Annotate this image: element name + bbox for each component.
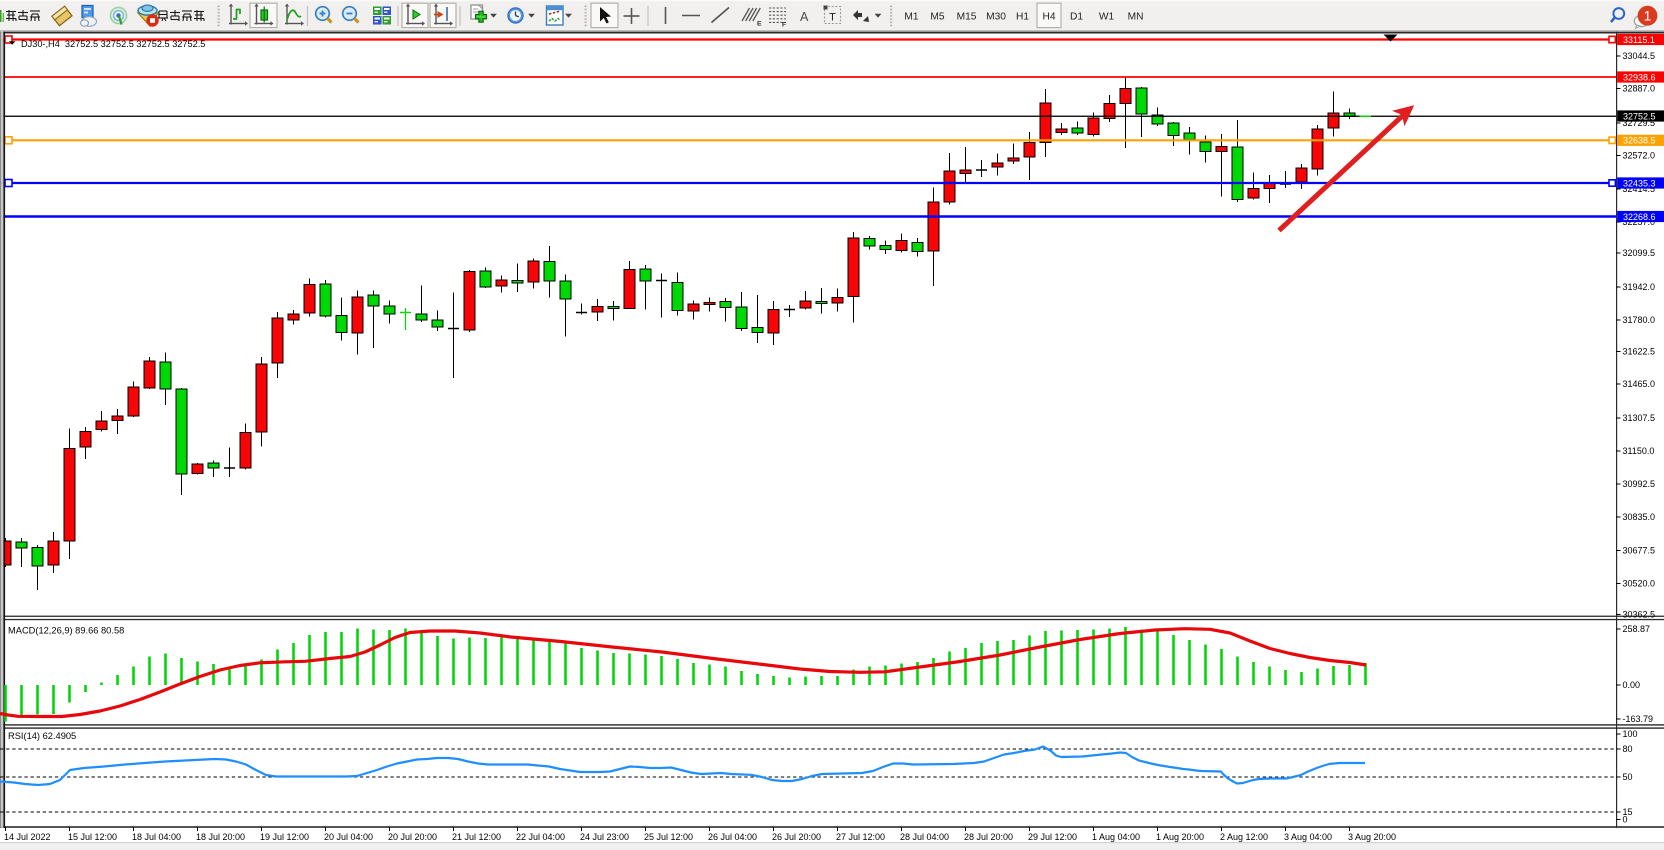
svg-text:50: 50: [1623, 772, 1633, 782]
svg-text:20 Jul 04:00: 20 Jul 04:00: [324, 832, 373, 842]
svg-text:2 Aug 12:00: 2 Aug 12:00: [1220, 832, 1268, 842]
svg-text:D1: D1: [1070, 11, 1083, 22]
svg-text:E: E: [757, 21, 762, 28]
svg-text:32268.6: 32268.6: [1623, 212, 1656, 222]
svg-text:32572.0: 32572.0: [1623, 151, 1656, 161]
svg-text:H1: H1: [1016, 11, 1029, 22]
svg-text:31622.5: 31622.5: [1623, 347, 1656, 357]
svg-text:30520.0: 30520.0: [1623, 579, 1656, 589]
svg-text:W1: W1: [1099, 11, 1115, 22]
svg-text:0: 0: [1623, 815, 1628, 825]
svg-text:15: 15: [1623, 807, 1633, 817]
svg-text:30992.5: 30992.5: [1623, 479, 1656, 489]
svg-text:29 Jul 12:00: 29 Jul 12:00: [1028, 832, 1077, 842]
svg-text:32099.5: 32099.5: [1623, 248, 1656, 258]
svg-text:31465.0: 31465.0: [1623, 379, 1656, 389]
svg-text:100: 100: [1623, 729, 1638, 739]
svg-text:18 Jul 04:00: 18 Jul 04:00: [132, 832, 181, 842]
svg-text:3 Aug 04:00: 3 Aug 04:00: [1284, 832, 1332, 842]
svg-text:0.00: 0.00: [1623, 680, 1641, 690]
svg-text:32257.0: 32257.0: [1623, 217, 1656, 227]
svg-text:18 Jul 20:00: 18 Jul 20:00: [196, 832, 245, 842]
svg-text:30677.5: 30677.5: [1623, 546, 1656, 556]
svg-text:M15: M15: [957, 11, 977, 22]
svg-text:28 Jul 04:00: 28 Jul 04:00: [900, 832, 949, 842]
svg-text:1: 1: [1644, 8, 1652, 24]
svg-text:24 Jul 23:00: 24 Jul 23:00: [580, 832, 629, 842]
svg-text:M5: M5: [930, 11, 944, 22]
svg-text:1 Aug 20:00: 1 Aug 20:00: [1156, 832, 1204, 842]
svg-text:19 Jul 12:00: 19 Jul 12:00: [260, 832, 309, 842]
svg-text:1 Aug 04:00: 1 Aug 04:00: [1092, 832, 1140, 842]
svg-text:32638.5: 32638.5: [1623, 136, 1656, 146]
svg-text:MACD(12,26,9) 89.66 80.58: MACD(12,26,9) 89.66 80.58: [8, 626, 124, 636]
svg-text:M30: M30: [986, 11, 1006, 22]
svg-text:32729.5: 32729.5: [1623, 118, 1656, 128]
svg-text:31150.0: 31150.0: [1623, 446, 1655, 456]
svg-text:A: A: [800, 10, 809, 24]
svg-text:33115.1: 33115.1: [1623, 35, 1655, 45]
svg-text:DJ30-,H4 32752.5 32752.5 3275: DJ30-,H4 32752.5 32752.5 32752.5 32752.5: [21, 39, 205, 49]
svg-text:MN: MN: [1128, 11, 1144, 22]
svg-text:32435.3: 32435.3: [1623, 178, 1656, 188]
svg-text:F: F: [782, 22, 786, 29]
svg-text:32938.6: 32938.6: [1623, 72, 1656, 82]
svg-text:25 Jul 12:00: 25 Jul 12:00: [644, 832, 693, 842]
svg-text:80: 80: [1623, 744, 1633, 754]
svg-text:22 Jul 04:00: 22 Jul 04:00: [516, 832, 565, 842]
svg-text:31307.5: 31307.5: [1623, 413, 1656, 423]
svg-text:32414.5: 32414.5: [1623, 184, 1656, 194]
svg-text:31942.0: 31942.0: [1623, 282, 1656, 292]
svg-text:26 Jul 20:00: 26 Jul 20:00: [772, 832, 821, 842]
svg-text:H4: H4: [1042, 11, 1055, 22]
svg-text:32887.0: 32887.0: [1623, 84, 1656, 94]
svg-text:3 Aug 20:00: 3 Aug 20:00: [1348, 832, 1396, 842]
svg-text:21 Jul 12:00: 21 Jul 12:00: [452, 832, 501, 842]
svg-text:27 Jul 12:00: 27 Jul 12:00: [836, 832, 885, 842]
svg-text:32752.5: 32752.5: [1623, 111, 1656, 121]
svg-text:RSI(14) 62.4905: RSI(14) 62.4905: [8, 731, 76, 741]
svg-text:33044.5: 33044.5: [1623, 51, 1656, 61]
svg-text:20 Jul 20:00: 20 Jul 20:00: [388, 832, 437, 842]
svg-text:30362.5: 30362.5: [1623, 610, 1656, 620]
svg-text:26 Jul 04:00: 26 Jul 04:00: [708, 832, 757, 842]
svg-text:31780.0: 31780.0: [1623, 315, 1656, 325]
svg-text:M1: M1: [904, 11, 918, 22]
svg-text:-163.79: -163.79: [1623, 714, 1654, 724]
svg-text:15 Jul 12:00: 15 Jul 12:00: [68, 832, 117, 842]
svg-text:258.87: 258.87: [1623, 624, 1651, 634]
svg-text:30835.0: 30835.0: [1623, 512, 1656, 522]
svg-text:T: T: [829, 12, 836, 24]
svg-text:28 Jul 20:00: 28 Jul 20:00: [964, 832, 1013, 842]
svg-text:14 Jul 2022: 14 Jul 2022: [4, 832, 51, 842]
